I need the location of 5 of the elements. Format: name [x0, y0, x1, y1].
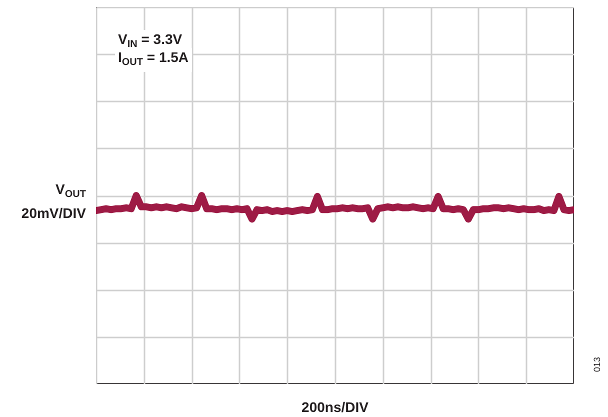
text: V$_{IN}$ = 3.3V — [118, 31, 182, 50]
x-axis-title: 200ns/DIV — [300, 398, 370, 416]
y-axis-title: V$_{OUT}$ 20mV/DIV — [21, 180, 86, 222]
text: 013 — [591, 356, 603, 372]
text: I$_{OUT}$ = 1.5A — [118, 49, 189, 68]
